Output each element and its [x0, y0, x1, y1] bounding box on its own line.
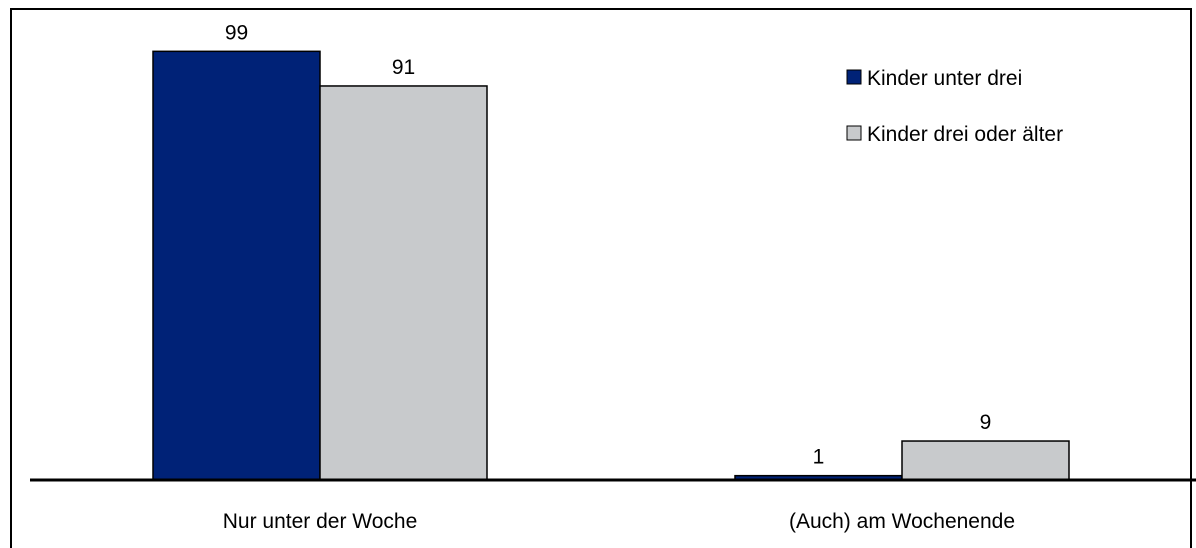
bar-drei-oder-aelter-0	[319, 85, 488, 481]
category-label: (Auch) am Wochenende	[789, 510, 1015, 533]
bar-unter-drei-0	[152, 50, 321, 481]
legend-swatch	[846, 125, 862, 141]
legend-swatch	[846, 69, 862, 85]
legend: Kinder unter drei Kinder drei oder älter	[846, 67, 1063, 146]
category-labels-layer: Nur unter der Woche (Auch) am Wochenende	[223, 510, 1015, 533]
category-label: Nur unter der Woche	[223, 510, 418, 533]
data-label: 91	[392, 56, 415, 79]
legend-label: Kinder unter drei	[867, 67, 1022, 90]
chart-frame	[10, 8, 1192, 548]
data-label: 9	[980, 411, 992, 434]
bars-layer	[152, 50, 1070, 481]
data-labels-layer: 99 91 1 9	[225, 21, 992, 468]
data-label: 99	[225, 21, 248, 44]
data-label: 1	[813, 446, 825, 469]
legend-label: Kinder drei oder älter	[867, 123, 1063, 146]
bar-drei-oder-aelter-1	[901, 440, 1070, 481]
